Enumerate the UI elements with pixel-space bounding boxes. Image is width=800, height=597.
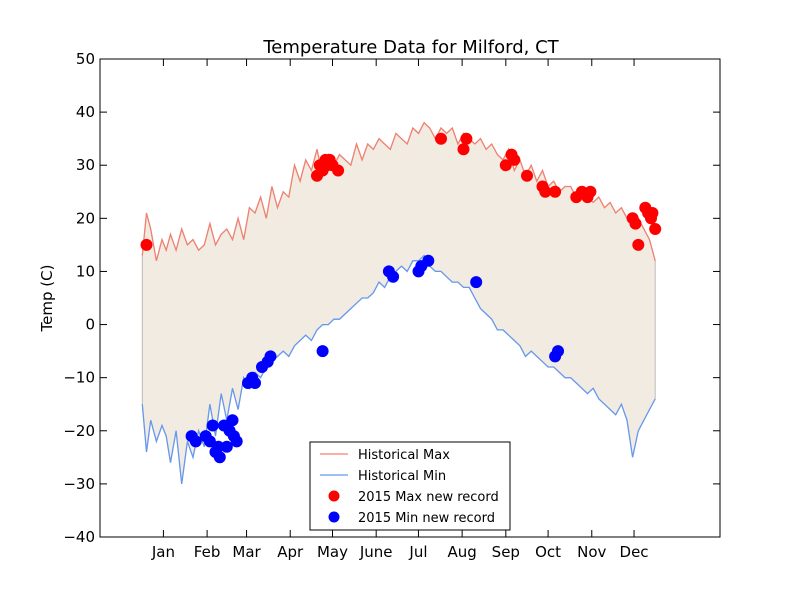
legend-swatch-2015-min-new-record xyxy=(328,511,340,523)
y-axis-label: Temp (C) xyxy=(38,265,56,333)
legend: Historical Max Historical Min 2015 Max new… xyxy=(309,441,511,531)
legend-box xyxy=(309,441,511,531)
y-tick-label: 30 xyxy=(76,156,95,174)
historical-max-line xyxy=(141,121,656,261)
y-tick-label: 40 xyxy=(76,103,95,121)
plot-area xyxy=(140,121,662,484)
2015-max-new-record-point xyxy=(629,217,642,230)
y-tick-label: −20 xyxy=(63,422,95,440)
x-tick-label: Apr xyxy=(277,543,304,561)
legend-label-historical-min: Historical Min xyxy=(358,469,446,484)
2015-min-new-record-point xyxy=(226,414,239,427)
y-tick-label: 20 xyxy=(76,209,95,227)
2015-min-new-record-point xyxy=(316,345,329,358)
2015-max-new-record-point xyxy=(649,223,662,235)
legend-label-historical-max: Historical Max xyxy=(358,448,450,463)
2015-max-new-record-point xyxy=(460,132,473,145)
2015-max-new-record-point xyxy=(332,164,345,177)
2015-min-new-record-point xyxy=(422,254,435,267)
2015-min-new-record-point xyxy=(203,435,216,448)
2015-max-new-record-point xyxy=(140,238,153,251)
y-tick-label: −30 xyxy=(63,475,95,493)
2015-max-new-record-point xyxy=(499,159,512,172)
2015-min-new-record-point xyxy=(220,440,233,453)
x-tick-label: Dec xyxy=(620,543,649,561)
2015-min-new-record-point xyxy=(213,451,226,464)
axes: −40 −30 −20 −10 0 10 20 30 40 50 Jan Feb Mar Apr May Ju… xyxy=(63,50,721,561)
x-tick-label: Aug xyxy=(447,543,476,561)
legend-label-2015-min-new-record: 2015 Min new record xyxy=(358,511,495,526)
2015-max-new-record-point xyxy=(435,132,447,145)
2015-max-new-record-point xyxy=(457,143,470,156)
y-tick-label: −10 xyxy=(63,369,95,387)
range-fill xyxy=(141,121,656,484)
x-tick-label: Feb xyxy=(194,543,221,561)
2015-min-new-record-point xyxy=(470,276,483,289)
2015-min-new-record-point xyxy=(249,377,261,389)
2015-max-new-record-point xyxy=(632,238,645,251)
x-tick-label: Nov xyxy=(577,543,606,561)
chart-title: Temperature Data for Milford, CT xyxy=(262,37,559,58)
historical-min-line xyxy=(141,254,656,484)
x-tick-label: May xyxy=(317,543,348,561)
x-tick-label: Jan xyxy=(151,543,175,561)
x-tick-label: Oct xyxy=(535,543,561,561)
legend-swatch-2015-max-new-record xyxy=(328,490,340,502)
y-tick-label: 50 xyxy=(76,50,95,68)
x-tick-label: June xyxy=(359,543,393,561)
2015-max-new-record-point xyxy=(508,153,521,166)
2015-max-new-record-point xyxy=(549,185,562,198)
x-tick-label: Sep xyxy=(492,543,520,561)
2015-min-new-record-point xyxy=(387,270,400,283)
2015-min-new-record-point xyxy=(206,419,219,432)
2015-min-new-record-point xyxy=(552,345,564,358)
2015-min-new-record-point xyxy=(230,435,243,448)
y-tick-label: 0 xyxy=(85,316,95,334)
y-tick-label: 10 xyxy=(76,262,95,280)
2015-max-new-record-point xyxy=(646,207,659,219)
2015-min-new-record-point xyxy=(189,435,202,448)
2015-max-new-record-point xyxy=(521,169,533,182)
x-tick-label: Mar xyxy=(232,543,261,561)
x-tick-label: Jul xyxy=(408,543,427,561)
legend-label-2015-max-new-record: 2015 Max new record xyxy=(358,490,499,505)
y-tick-label: −40 xyxy=(63,528,95,546)
plot-frame xyxy=(99,58,721,538)
2015-min-new-record-point xyxy=(264,350,277,363)
2015-max-new-record-point xyxy=(584,185,597,198)
